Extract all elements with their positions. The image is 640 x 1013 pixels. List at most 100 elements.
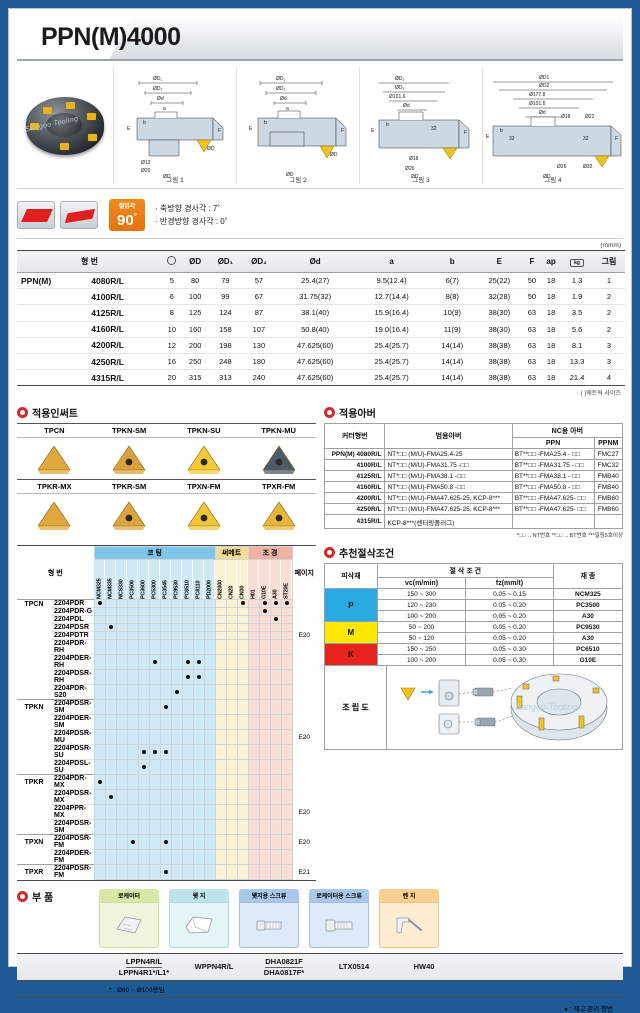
matrix-page: [291, 699, 316, 715]
stock-dot: [196, 659, 201, 664]
part-card-locator-screw: 로케이터용 스크류: [309, 888, 369, 948]
matrix-cell: [269, 654, 282, 671]
face-mill-photo: [26, 96, 104, 155]
matrix-cell: [236, 631, 249, 641]
matrix-cell: [247, 684, 260, 701]
matrix-cell: [93, 714, 106, 731]
matrix-cell: [236, 699, 249, 716]
matrix-cell: [148, 819, 161, 836]
matrix-group-header: 코 팅: [93, 546, 216, 561]
stock-dot: [130, 839, 135, 844]
matrix-cell: [137, 804, 150, 821]
matrix-page: E20: [291, 729, 316, 745]
matrix-family: [17, 624, 51, 632]
part-caption: 렌 치: [379, 888, 439, 902]
matrix-cell: [181, 669, 194, 686]
arbor-cell: KCP-8***(센터링플러그): [384, 514, 513, 530]
matrix-cell: [104, 714, 117, 731]
matrix-cell: [236, 615, 249, 625]
matrix-cell: [203, 819, 216, 836]
table-row: 4250R/L 16 250 248 180 47.625(60) 25.4(25.7) 14…: [17, 353, 625, 371]
stock-dot: [240, 601, 245, 606]
part-card-wrench: 렌 치: [379, 888, 439, 948]
part-number: LTX0514: [338, 962, 370, 972]
table-row: 4125R/L 8 125 124 87 38.1(40) 15.9(16.4) 10(9) 3…: [17, 304, 625, 322]
matrix-cell: [104, 684, 117, 701]
matrix-cell: [104, 669, 117, 686]
matrix-cell: [148, 607, 161, 617]
matrix-cell: [137, 744, 150, 761]
part-number: HW40: [413, 962, 435, 972]
matrix-code: 2204PDR: [51, 599, 94, 608]
spec-cell: 8: [162, 304, 182, 322]
matrix-code: 2204PDSR-SU: [51, 744, 94, 760]
matrix-cell: [170, 729, 183, 746]
assembly-watermark: Sangoo Tooling: [515, 702, 577, 712]
matrix-cell: [104, 789, 117, 806]
matrix-cell: [170, 669, 183, 686]
table-row: 4100R/L 6 100 99 67 31.75(32) 12.7(14.4) 8(8) 32…: [17, 288, 625, 306]
insert-image: [92, 494, 167, 536]
stock-dot: [152, 749, 157, 754]
matrix-cell: [214, 639, 227, 656]
arbor-cell: BT**□□ -FMA31.75 - □□: [511, 459, 595, 472]
matrix-cell: [225, 631, 238, 641]
arbor-cell: FMB40: [593, 481, 624, 494]
matrix-cell: [115, 729, 128, 746]
table-row: 2204PDTR E20: [17, 631, 316, 641]
spec-cell: 240: [241, 369, 276, 387]
spec-cell: 6: [162, 288, 182, 306]
svg-text:Ød: Ød: [280, 96, 287, 102]
insert-image: [167, 438, 242, 480]
matrix-cell: [137, 654, 150, 671]
matrix-cell: [181, 819, 194, 836]
matrix-cell: [93, 639, 106, 656]
matrix-cell: [104, 759, 117, 776]
spec-col-12: 그림: [592, 250, 625, 273]
table-row: 2204PPR-MX E20: [17, 804, 316, 821]
table-row: 4315R/L KCP-8***(센터링플러그): [323, 514, 624, 530]
matrix-cell: [181, 615, 194, 625]
matrix-cell: [137, 699, 150, 716]
spec-cell: 87: [241, 304, 276, 322]
matrix-cell: [225, 654, 238, 671]
matrix-cell: [159, 744, 172, 761]
arbor-cell: [511, 514, 595, 530]
matrix-cell: [269, 834, 282, 851]
matrix-cell: [126, 834, 139, 851]
matrix-cell: [269, 804, 282, 821]
matrix-cell: [137, 714, 150, 731]
spec-cell: 38(38): [475, 337, 523, 354]
spec-cell: [17, 337, 92, 354]
angle-spec-bar: 절입각 90° · 축방향 경사각 : 7˚ · 반경방향 경사각 : 0˚: [17, 195, 623, 239]
insert-shape-icon-a: [17, 200, 55, 229]
table-row: 120 ~ 230 0.05 ~ 0.20 PC3500: [325, 599, 624, 612]
cutting-cell: 0.05 ~ 0.20: [465, 632, 554, 645]
matrix-cell: [170, 639, 183, 656]
spec-cell: 130: [241, 337, 276, 354]
insert-image: [17, 438, 92, 480]
matrix-cell: [159, 615, 172, 625]
matrix-cell: [181, 834, 194, 851]
spec-cell: 25.4(25.7): [354, 337, 429, 354]
matrix-cell: [247, 631, 260, 641]
matrix-cell: [181, 684, 194, 701]
cutting-cell: 0.05 ~ 0.15: [465, 588, 554, 601]
matrix-cell: [170, 759, 183, 776]
matrix-cell: [126, 849, 139, 866]
matrix-page: [291, 623, 316, 632]
spec-cell: 25(22): [475, 272, 523, 290]
matrix-cell: [269, 684, 282, 701]
matrix-code: 2204PDSR-RH: [51, 669, 94, 685]
table-row: 2204PDSR-RH: [17, 669, 316, 686]
arbor-cell: FMC32: [593, 459, 624, 472]
matrix-cell: [247, 615, 260, 625]
matrix-cell: [258, 669, 271, 686]
matrix-grade-header: NCM335: [105, 559, 116, 600]
spec-cell: 47.625(60): [275, 337, 355, 354]
matrix-family: [17, 760, 51, 775]
arbor-cell: NT*□□ (M/U)-FMA31.75 -□□: [384, 459, 513, 472]
matrix-grade-header: NCS330: [116, 559, 127, 600]
table-row: 100 ~ 200 0.05 ~ 0.20 A30: [325, 610, 624, 623]
